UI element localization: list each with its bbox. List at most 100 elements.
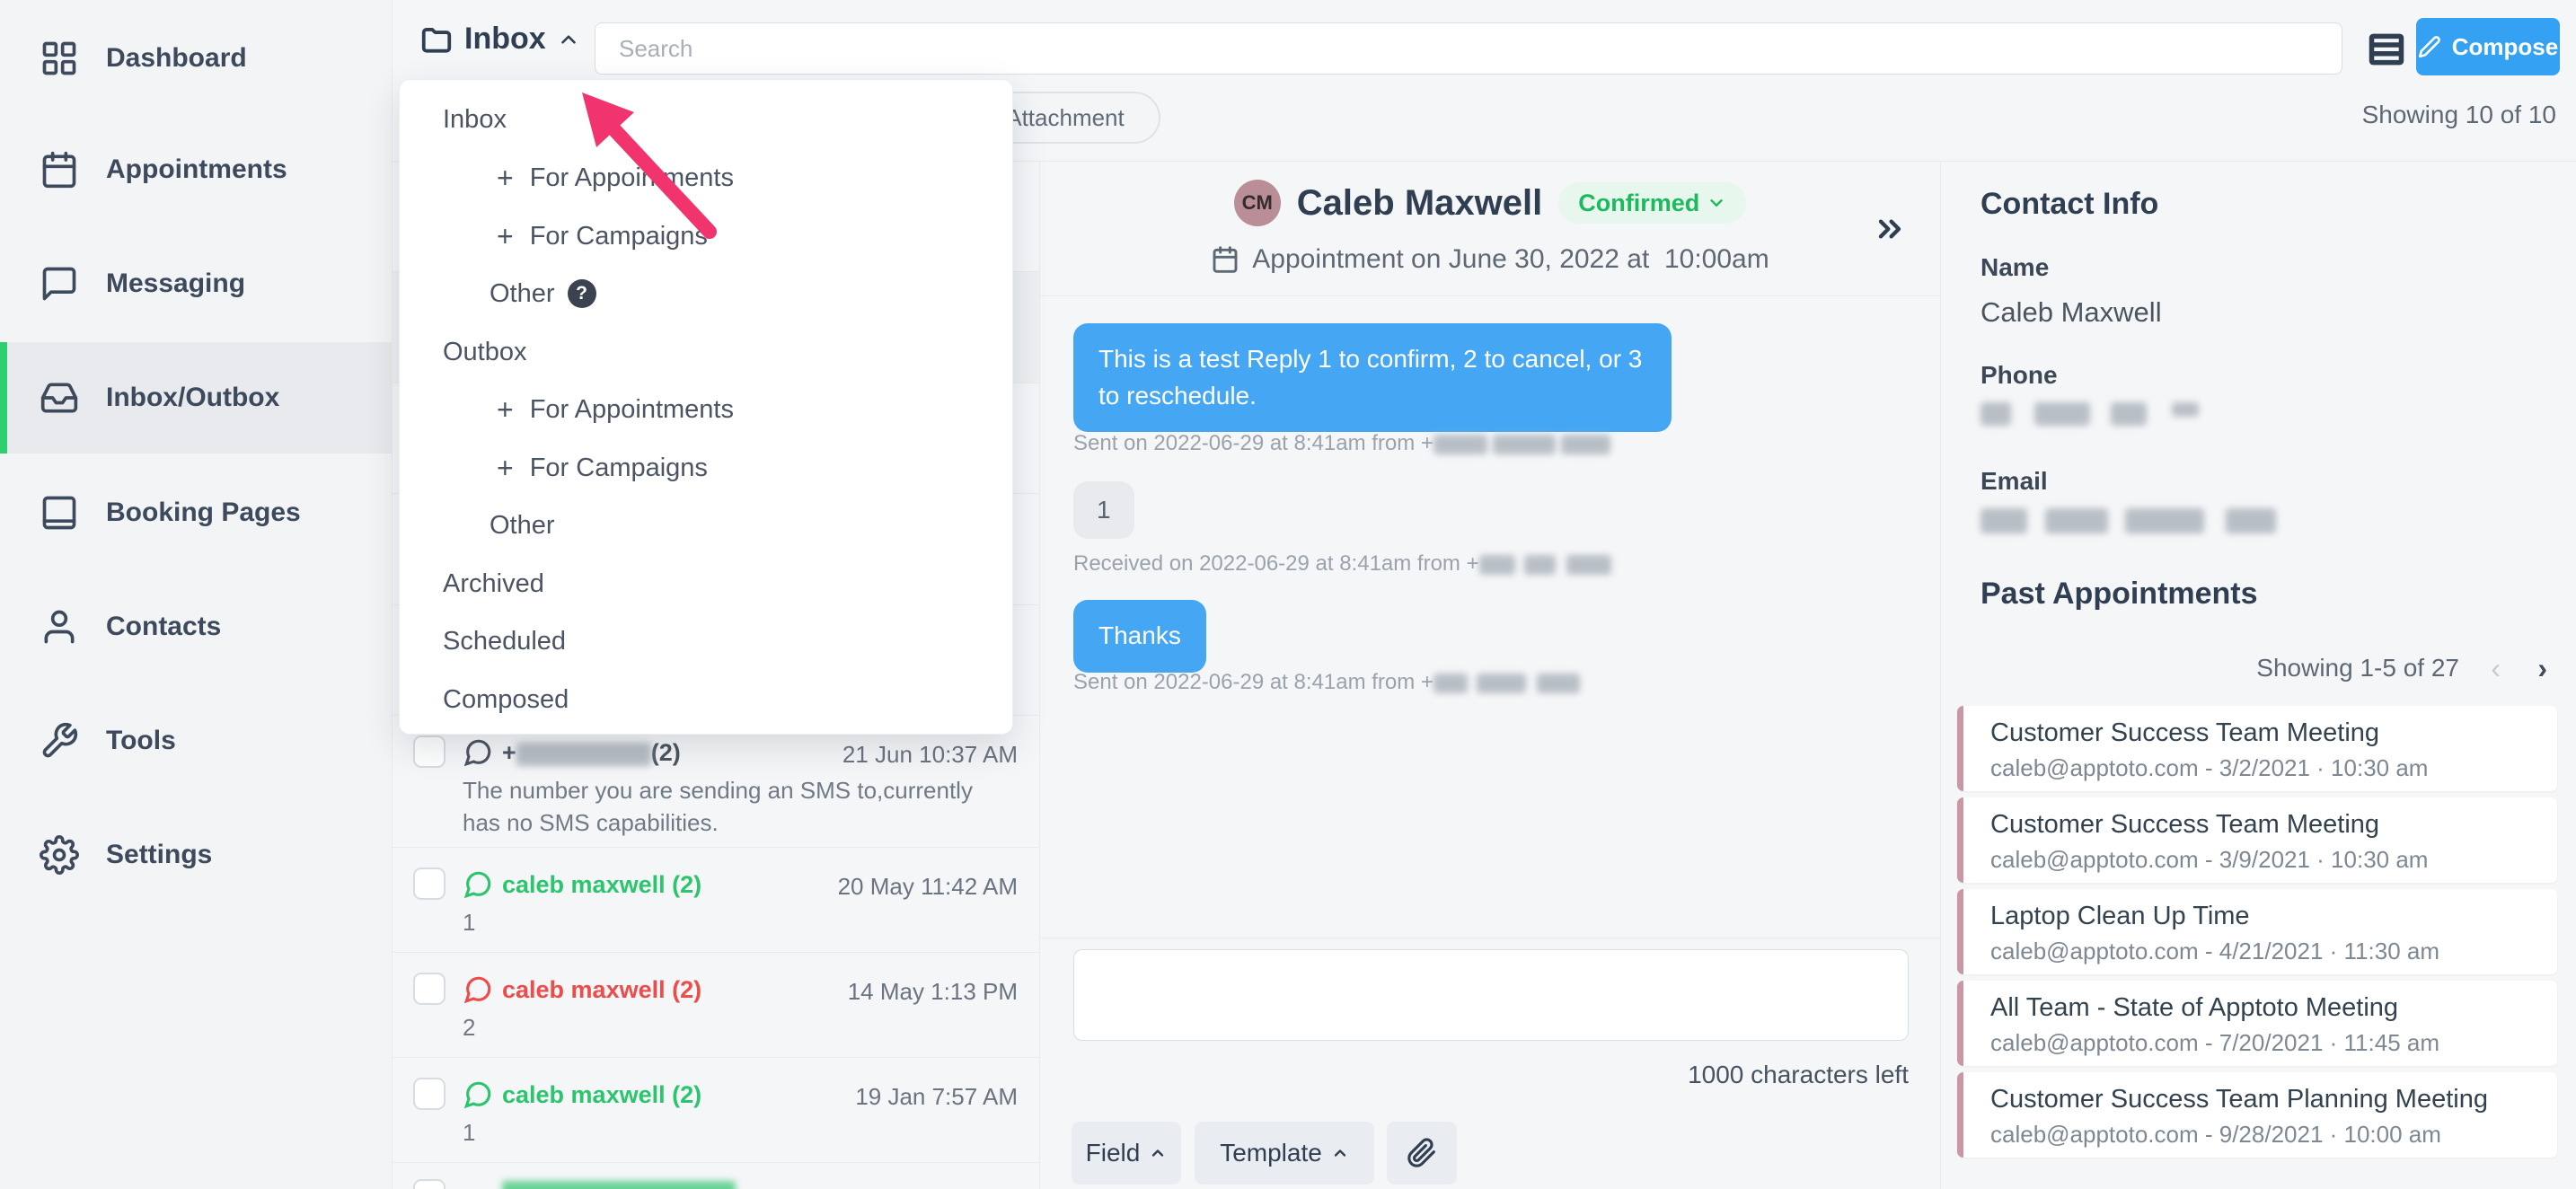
list-count-status: Showing 10 of 10 [2361,101,2556,128]
message-meta: Sent on 2022-06-29 at 8:41am from + [1073,670,1580,695]
message-row[interactable]: caleb maxwell (2) 14 May 1:13 PM 2 [393,953,1039,1058]
redacted-phone [1566,554,1611,575]
menu-item-outbox-for-campaigns[interactable]: + For Campaigns [497,451,708,484]
wrench-icon [42,722,78,758]
collapse-panel-button[interactable] [1872,211,1908,251]
message-preview: 1 [463,1119,476,1146]
sender-name: + (2) [502,739,681,766]
menu-item-inbox[interactable]: Inbox [443,104,507,134]
redacted-phone [516,742,651,766]
message-date: 19 Jan 7:57 AM [855,1083,1018,1110]
message-row[interactable]: caleb maxwell (2) 20 May 11:42 AM 1 [393,848,1039,953]
message-input[interactable] [1073,949,1909,1041]
past-appointment-card[interactable]: Customer Success Team Meeting caleb@appt… [1957,797,2557,883]
redacted-phone [1492,434,1556,454]
sidebar: Dashboard Appointments Messaging Inbox/O… [0,0,393,1189]
field-button-label: Field [1085,1139,1141,1167]
sidebar-item-label: Booking Pages [106,498,301,527]
double-chevron-right-icon [1878,219,1901,239]
chevron-up-icon [1334,1149,1345,1157]
menu-item-inbox-other[interactable]: Other? [400,270,1012,317]
pager-next-icon[interactable]: › [2537,652,2547,684]
sidebar-item-appointments[interactable]: Appointments [0,114,392,225]
list-view-icon [2369,33,2404,66]
redacted-phone [1560,434,1610,454]
appointment-detail: caleb@apptoto.com - 9/28/2021 · 10:00 am [1990,1121,2441,1148]
menu-item-scheduled[interactable]: Scheduled [443,626,567,656]
sender-name: caleb maxwell (2) [502,1081,702,1108]
status-badge[interactable]: Confirmed [1558,182,1747,224]
sidebar-item-messaging[interactable]: Messaging [0,228,392,339]
incoming-message-bubble: 1 [1073,481,1134,539]
gear-icon [40,835,79,875]
attach-file-button[interactable] [1387,1122,1457,1185]
past-appointment-card[interactable]: Customer Success Team Meeting caleb@appt… [1957,706,2557,791]
folder-dropdown-menu: Inbox + For Appointments + For Campaigns O… [399,79,1013,735]
template-button[interactable]: Template [1195,1122,1374,1185]
redacted-phone [2110,402,2147,426]
template-button-label: Template [1220,1139,1322,1167]
sidebar-item-booking-pages[interactable]: Booking Pages [0,457,392,568]
sidebar-item-tools[interactable]: Tools [0,685,392,797]
help-icon[interactable]: ? [567,279,596,308]
pager-prev-icon[interactable]: ‹ [2491,652,2501,684]
row-checkbox[interactable] [413,973,446,1005]
row-checkbox[interactable] [413,1179,446,1189]
appointment-title: Customer Success Team Meeting [1990,810,2380,839]
message-row[interactable]: caleb maxwell (2) 19 Jan 7:57 AM 1 [393,1058,1039,1163]
past-appointment-card[interactable]: Customer Success Team Planning Meeting c… [1957,1072,2557,1158]
past-appointment-card[interactable]: All Team - State of Apptoto Meeting cale… [1957,981,2557,1066]
chevron-up-icon [560,34,576,44]
list-view-button[interactable] [2362,25,2411,74]
conversation-contact-name: Caleb Maxwell [1296,182,1543,223]
redacted-email [2045,508,2109,533]
compose-button[interactable]: Compose [2416,18,2560,75]
pencil-icon [2418,36,2440,58]
redacted-name [502,1181,736,1189]
message-row[interactable]: + (2) 21 Jun 10:37 AM The number you are … [393,716,1039,848]
menu-item-archived[interactable]: Archived [443,568,544,598]
appointment-summary-text: Appointment on June 30, 2022 at 10:00am [1252,244,1769,274]
menu-item-inbox-for-appointments[interactable]: + For Appointments [497,161,734,194]
menu-item-inbox-for-campaigns[interactable]: + For Campaigns [497,219,708,252]
search-input[interactable] [595,22,2342,75]
compose-button-label: Compose [2451,32,2559,60]
row-checkbox[interactable] [413,735,446,768]
menu-item-outbox[interactable]: Outbox [443,337,527,366]
sidebar-item-label: Contacts [106,612,222,641]
row-checkbox[interactable] [413,1078,446,1110]
sidebar-item-label: Tools [106,726,176,755]
row-checkbox[interactable] [413,868,446,900]
sidebar-item-label: Settings [106,840,213,869]
chat-bubble-icon [463,1081,491,1109]
redacted-phone [1981,402,2011,426]
menu-item-outbox-for-appointments[interactable]: + For Appointments [497,392,734,426]
name-label: Name [1981,253,2050,281]
message-row-partial[interactable] [393,1163,1039,1189]
plus-icon: + [497,451,514,484]
menu-item-composed[interactable]: Composed [443,684,569,714]
avatar: CM [1233,180,1281,226]
sidebar-item-contacts[interactable]: Contacts [0,571,392,683]
message-preview: The number you are sending an SMS to,cur… [463,777,973,836]
appointment-detail: caleb@apptoto.com - 3/2/2021 · 10:30 am [1990,754,2429,781]
sidebar-item-dashboard[interactable]: Dashboard [0,3,392,114]
sidebar-item-settings[interactable]: Settings [0,799,392,911]
chevron-up-icon [1152,1149,1164,1157]
characters-left-counter: 1000 characters left [1688,1061,1909,1088]
field-button[interactable]: Field [1072,1122,1181,1185]
appointment-detail: caleb@apptoto.com - 4/21/2021 · 11:30 am [1990,938,2439,964]
message-date: 20 May 11:42 AM [837,873,1018,900]
redacted-email [1981,508,2027,533]
redacted-phone [2034,402,2091,426]
email-label: Email [1981,467,2048,495]
past-appointment-card[interactable]: Laptop Clean Up Time caleb@apptoto.com -… [1957,889,2557,974]
sidebar-item-inbox-outbox[interactable]: Inbox/Outbox [0,342,392,454]
menu-item-outbox-other[interactable]: Other [490,510,555,540]
redacted-phone [1433,673,1468,693]
contact-info-title: Contact Info [1981,187,2159,221]
folder-icon [421,27,452,53]
folder-selector-button[interactable]: Inbox [419,22,580,57]
outgoing-message-bubble: Thanks [1073,600,1206,673]
